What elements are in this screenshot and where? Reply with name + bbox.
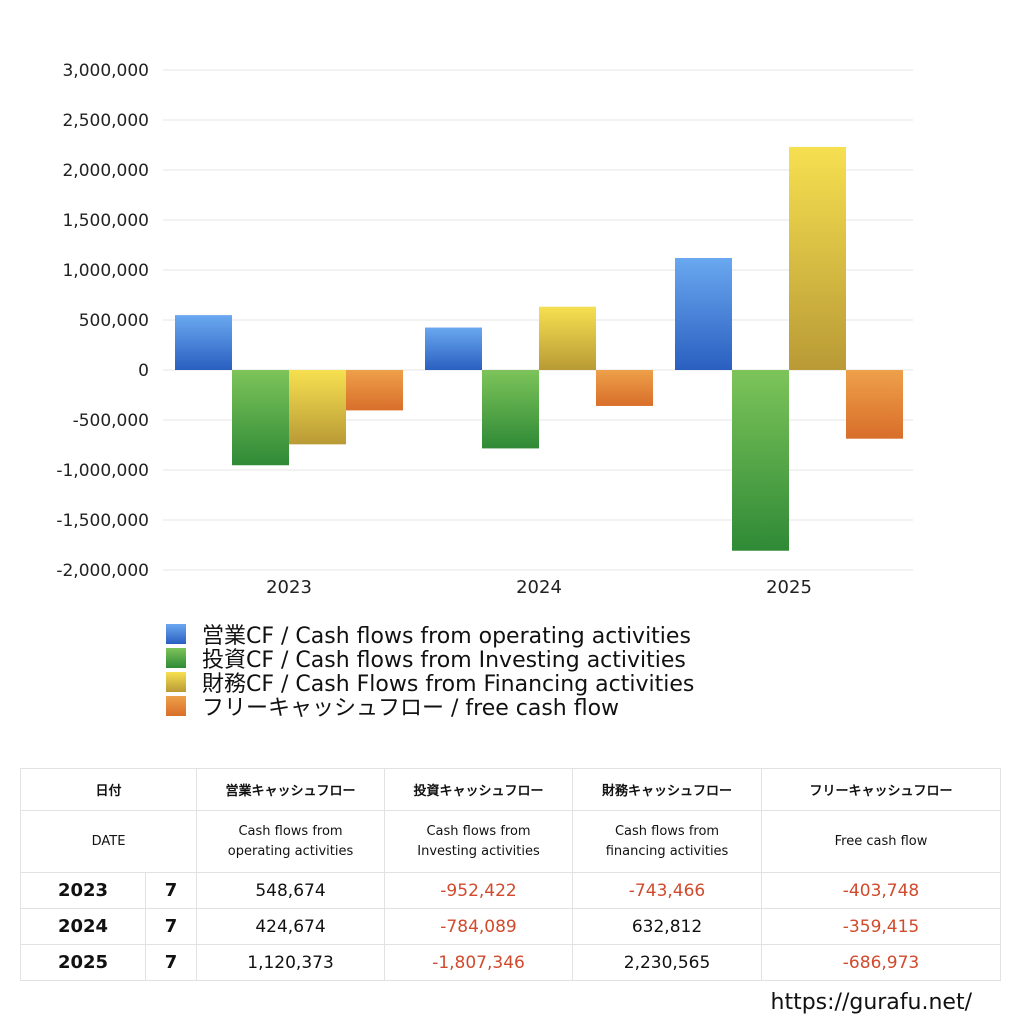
cell-financing: 2,230,565 <box>572 944 763 981</box>
bar <box>425 327 482 370</box>
y-tick-label: 500,000 <box>79 311 149 331</box>
header-operating-en: Cash flows from operating activities <box>196 810 386 873</box>
x-tick-label: 2023 <box>266 577 312 598</box>
row-month: 7 <box>144 872 198 909</box>
header-date-jp: 日付 <box>19 768 198 811</box>
cash-flow-table: 日付 営業キャッシュフロー 投資キャッシュフロー 財務キャッシュフロー フリーキ… <box>19 768 1002 981</box>
header-fcf-en: Free cash flow <box>761 810 1002 873</box>
site-url[interactable]: https://gurafu.net/ <box>770 990 973 1015</box>
bar <box>346 370 403 411</box>
cell-operating: 548,674 <box>196 872 386 909</box>
header-financing-en: Cash flows from financing activities <box>572 810 763 873</box>
cell-financing: 632,812 <box>572 908 763 945</box>
legend-swatch <box>166 648 186 668</box>
legend-swatch <box>166 696 186 716</box>
table-header-row-en: DATE Cash flows from operating activities… <box>19 810 1002 873</box>
x-tick-label: 2025 <box>766 577 812 598</box>
legend-item-financing: 財務CF / Cash Flows from Financing activit… <box>166 670 694 697</box>
bar <box>675 257 732 370</box>
row-year: 2023 <box>20 872 146 909</box>
bar <box>732 370 789 551</box>
legend-label: 営業CF / Cash flows from operating activit… <box>202 624 691 649</box>
legend-swatch <box>166 624 186 644</box>
y-tick-label: 1,000,000 <box>62 261 149 281</box>
bar <box>596 370 653 406</box>
header-investing-en: Cash flows from Investing activities <box>384 810 574 873</box>
cell-fcf: -359,415 <box>761 908 1002 945</box>
legend-swatch <box>166 672 186 692</box>
legend-label: フリーキャッシュフロー / free cash flow <box>202 696 620 721</box>
header-operating-jp: 営業キャッシュフロー <box>196 768 386 811</box>
y-tick-label: 2,500,000 <box>62 111 149 131</box>
y-tick-label: -1,000,000 <box>56 461 149 481</box>
bar <box>482 370 539 449</box>
y-tick-label: -2,000,000 <box>56 561 149 581</box>
bar <box>539 306 596 370</box>
bar <box>846 370 903 439</box>
y-tick-label: 2,000,000 <box>62 161 149 181</box>
chart-legend: 営業CF / Cash flows from operating activit… <box>166 622 694 721</box>
y-tick-label: -1,500,000 <box>56 511 149 531</box>
bar <box>289 370 346 445</box>
row-month: 7 <box>144 944 198 981</box>
y-tick-label: 0 <box>138 361 149 381</box>
header-financing-jp: 財務キャッシュフロー <box>572 768 763 811</box>
cell-financing: -743,466 <box>572 872 763 909</box>
y-tick-label: 1,500,000 <box>62 211 149 231</box>
row-year: 2024 <box>20 908 146 945</box>
legend-label: 財務CF / Cash Flows from Financing activit… <box>202 672 695 697</box>
table-row: 2024 7 424,674 -784,089 632,812 -359,415 <box>20 908 1002 945</box>
bar <box>789 146 846 370</box>
row-year: 2025 <box>20 944 146 981</box>
cell-operating: 424,674 <box>196 908 386 945</box>
header-fcf-jp: フリーキャッシュフロー <box>761 768 1002 811</box>
cell-investing: -1,807,346 <box>384 944 574 981</box>
y-tick-label: -500,000 <box>73 411 149 431</box>
table-header-row-jp: 日付 営業キャッシュフロー 投資キャッシュフロー 財務キャッシュフロー フリーキ… <box>19 768 1002 811</box>
header-investing-jp: 投資キャッシュフロー <box>384 768 574 811</box>
y-tick-label: 3,000,000 <box>62 61 149 81</box>
cell-investing: -952,422 <box>384 872 574 909</box>
bar <box>232 370 289 466</box>
table-row: 2023 7 548,674 -952,422 -743,466 -403,74… <box>20 872 1002 909</box>
bar <box>175 315 232 370</box>
legend-label: 投資CF / Cash flows from Investing activit… <box>202 648 686 673</box>
legend-item-investing: 投資CF / Cash flows from Investing activit… <box>166 646 694 673</box>
x-tick-label: 2024 <box>516 577 562 598</box>
cell-fcf: -403,748 <box>761 872 1002 909</box>
legend-item-operating: 営業CF / Cash flows from operating activit… <box>166 622 694 649</box>
row-month: 7 <box>144 908 198 945</box>
cell-fcf: -686,973 <box>761 944 1002 981</box>
header-date-en: DATE <box>19 810 198 873</box>
table-row: 2025 7 1,120,373 -1,807,346 2,230,565 -6… <box>20 944 1002 981</box>
cell-operating: 1,120,373 <box>196 944 386 981</box>
cash-flow-bar-chart: 3,000,000 2,500,000 2,000,000 1,500,000 1,00… <box>56 61 913 598</box>
legend-item-free-cash-flow: フリーキャッシュフロー / free cash flow <box>166 694 694 721</box>
cell-investing: -784,089 <box>384 908 574 945</box>
